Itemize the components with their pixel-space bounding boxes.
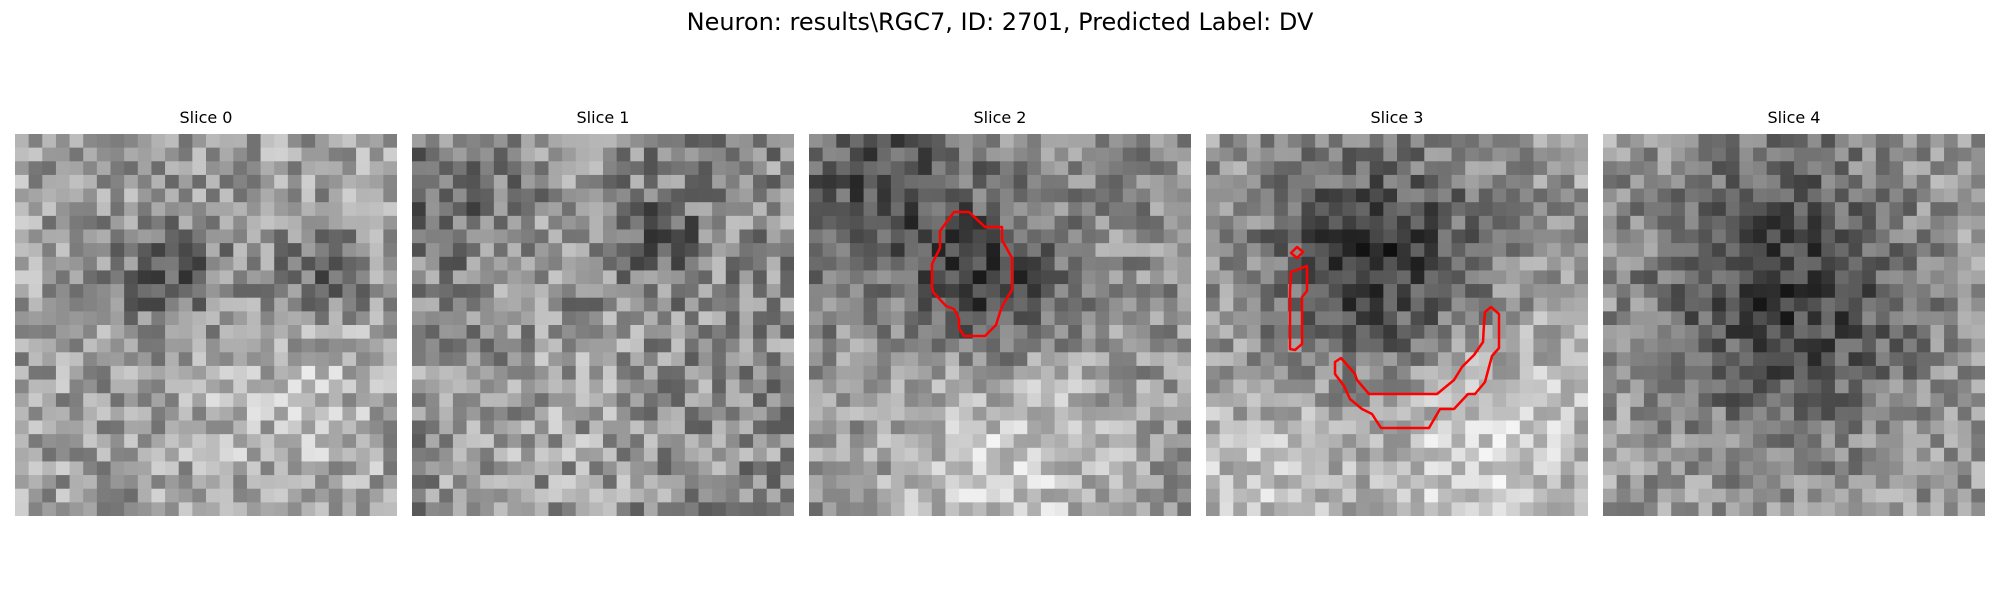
segmentation-contour-3a: [1289, 245, 1305, 260]
pixel-grid-2: [809, 134, 1191, 516]
slice-image-2: [809, 134, 1191, 516]
slice-image-1: [412, 134, 794, 516]
slice-panel-2: Slice 2: [809, 108, 1191, 516]
slice-title-0: Slice 0: [179, 108, 233, 127]
slice-image-4: [1603, 134, 1985, 516]
slice-image-0: [15, 134, 397, 516]
slice-panel-3: Slice 3: [1206, 108, 1588, 516]
slice-image-3: [1206, 134, 1588, 516]
segmentation-contour-2: [930, 210, 1014, 338]
slice-panel-1: Slice 1: [412, 108, 794, 516]
segmentation-contour-3b: [1288, 264, 1309, 352]
slice-panel-0: Slice 0: [15, 108, 397, 516]
slice-panel-4: Slice 4: [1603, 108, 1985, 516]
figure-title: Neuron: results\RGC7, ID: 2701, Predicte…: [686, 8, 1314, 36]
slice-title-4: Slice 4: [1767, 108, 1821, 127]
pixel-grid-0: [15, 134, 397, 516]
slice-title-2: Slice 2: [973, 108, 1027, 127]
pixel-grid-1: [412, 134, 794, 516]
pixel-grid-4: [1603, 134, 1985, 516]
segmentation-contour-3c: [1333, 305, 1501, 430]
slice-title-1: Slice 1: [576, 108, 630, 127]
pixel-grid-3: [1206, 134, 1588, 516]
slice-title-3: Slice 3: [1370, 108, 1424, 127]
